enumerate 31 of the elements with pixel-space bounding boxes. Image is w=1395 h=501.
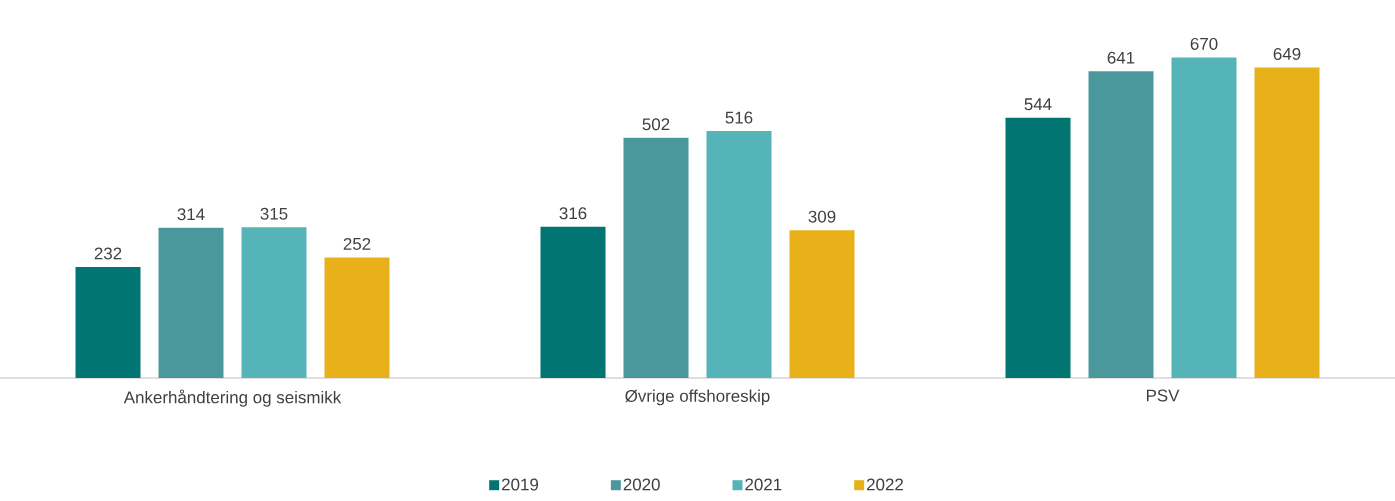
data-label: 315 [260,207,288,220]
legend-label: 2020 [623,478,660,491]
bar [789,230,855,378]
data-label: 670 [1190,37,1218,50]
legend-label: 2021 [745,478,782,491]
bar [1005,117,1071,378]
bar [540,226,606,378]
data-label: 316 [559,207,587,220]
bar [241,227,307,378]
bar [1171,57,1237,378]
bar [623,137,689,378]
data-label: 252 [343,237,371,250]
bar [706,131,772,378]
bar [75,266,141,378]
x-tick-label: PSV [1146,389,1180,402]
bar [1254,67,1320,378]
data-label: 544 [1024,98,1052,111]
bar [324,257,390,378]
x-tick-label: Ankerhåndtering og seismikk [123,389,342,407]
legend-label: 2022 [867,478,903,491]
legend-label: 2019 [502,478,539,491]
data-label: 309 [808,210,836,223]
data-label: 649 [1273,47,1301,60]
x-tick-label: Øvrige offshoreskip [625,389,770,406]
data-label: 516 [725,111,753,124]
data-label: 641 [1107,51,1135,64]
bar [1088,71,1154,378]
bar [158,227,224,378]
data-label: 314 [177,208,205,221]
data-label: 502 [642,118,670,131]
data-label: 232 [94,247,122,260]
